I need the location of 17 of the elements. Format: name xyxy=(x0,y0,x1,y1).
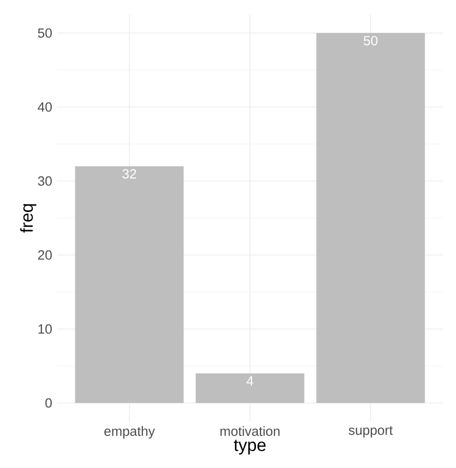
y-axis-title: freq xyxy=(20,204,36,233)
data-label: 4 xyxy=(246,376,254,386)
y-tick-label: 20 xyxy=(38,250,52,260)
data-label: 32 xyxy=(122,169,136,179)
x-tick-label: empathy xyxy=(104,426,155,439)
data-label: 50 xyxy=(364,36,378,46)
x-tick-label: support xyxy=(348,426,393,438)
y-tick-label: 40 xyxy=(38,102,52,112)
y-tick-label: 10 xyxy=(38,324,52,334)
bar xyxy=(316,33,425,403)
bar xyxy=(75,166,184,403)
bar xyxy=(196,373,304,403)
y-tick-label: 50 xyxy=(38,28,52,38)
y-tick-label: 0 xyxy=(45,398,52,408)
x-tick-label: motivation xyxy=(220,426,280,436)
x-axis-title: type xyxy=(234,440,266,455)
y-tick-label: 30 xyxy=(38,176,52,186)
